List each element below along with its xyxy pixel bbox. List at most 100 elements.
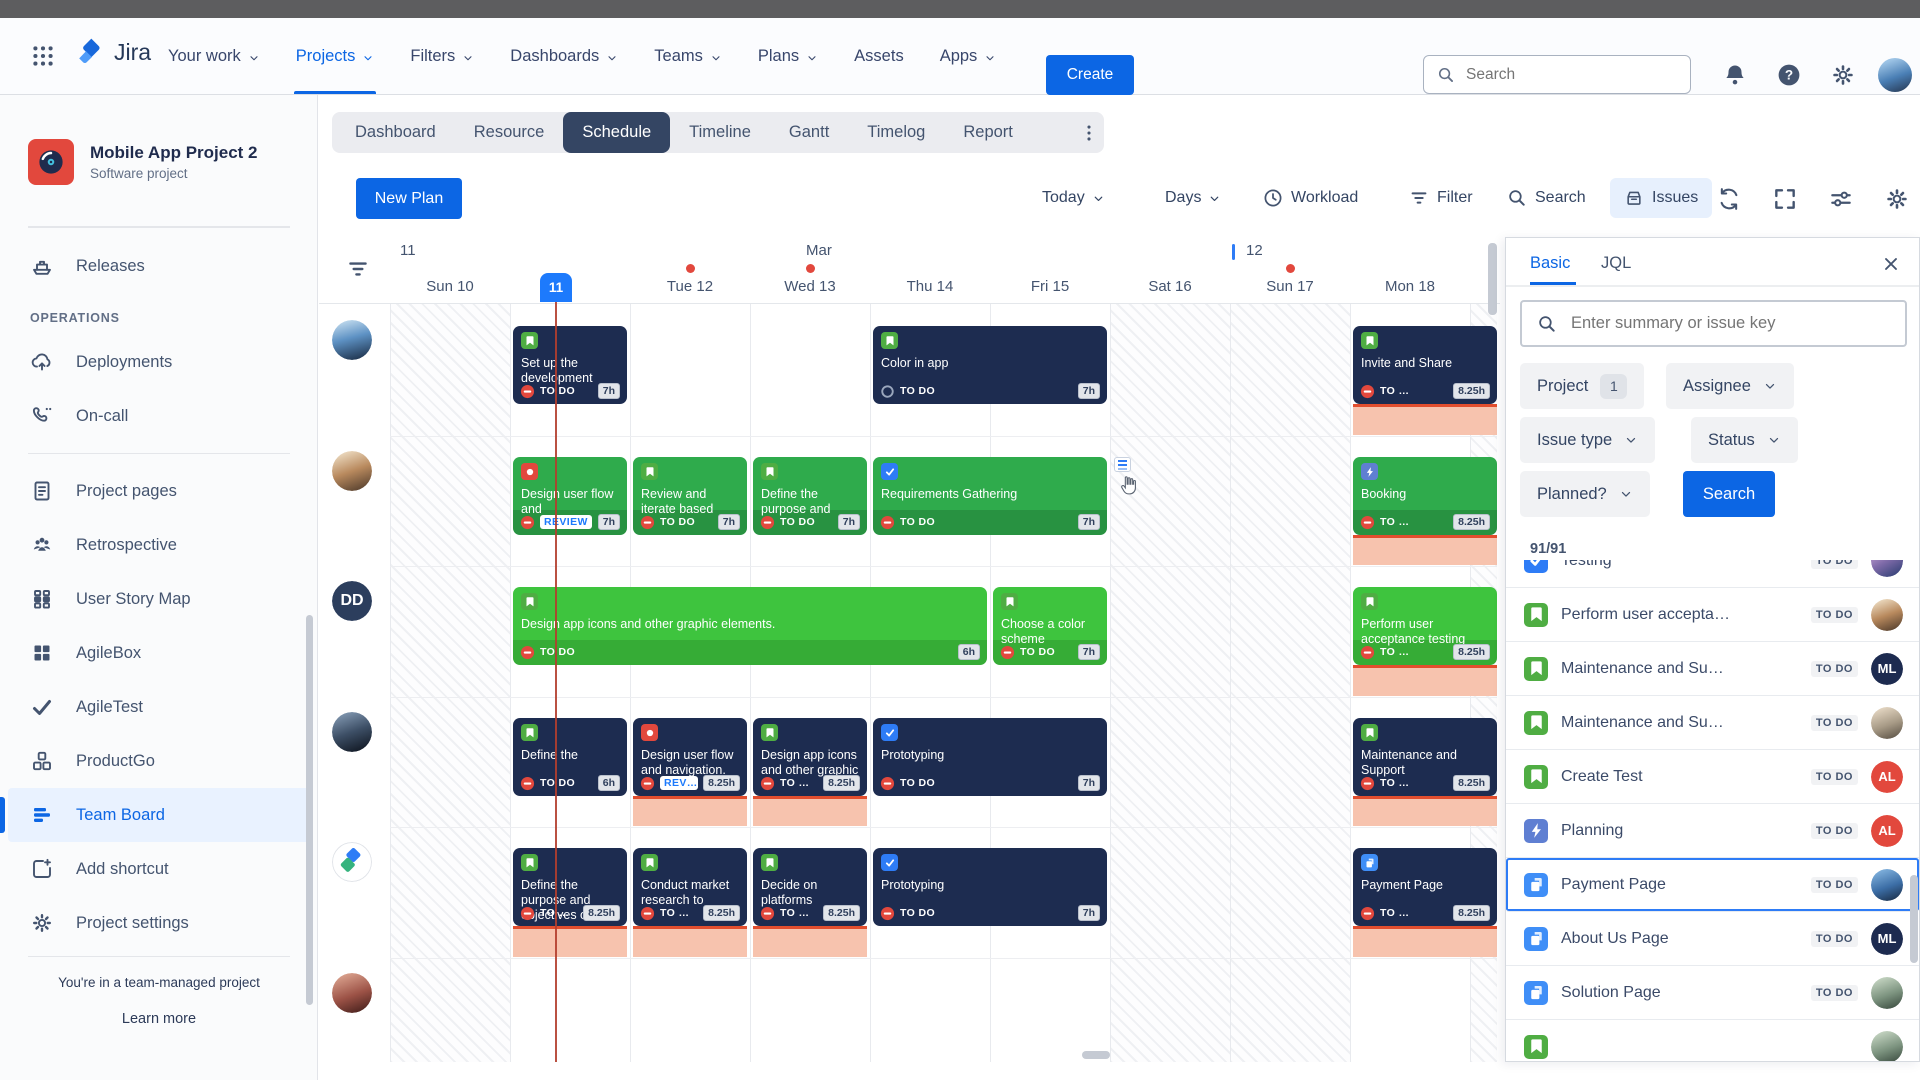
sidebar-item-agilebox[interactable]: AgileBox (8, 626, 310, 680)
row-filter-icon[interactable] (345, 256, 371, 282)
schedule-card[interactable]: Choose a color scheme TO DO 7h (993, 587, 1107, 665)
schedule-card[interactable]: Booking TO … 8.25h (1353, 457, 1497, 535)
view-settings-sliders-icon[interactable] (1828, 186, 1854, 212)
panel-search-button[interactable]: Search (1683, 471, 1775, 517)
nav-item-apps[interactable]: Apps (940, 18, 997, 94)
issue-row-planning[interactable]: Planning TO DO AL (1506, 804, 1919, 858)
schedule-search-button[interactable]: Search (1506, 183, 1586, 213)
nav-item-assets[interactable]: Assets (854, 18, 904, 94)
notifications-bell-icon[interactable] (1722, 62, 1748, 88)
filter-chip-project[interactable]: Project 1 (1520, 363, 1645, 409)
app-switcher-icon[interactable] (30, 43, 56, 69)
sidebar-item-agiletest[interactable]: AgileTest (8, 680, 310, 734)
schedule-card[interactable]: Design user flow and navigation. REV… 8.… (633, 718, 747, 796)
schedule-card[interactable]: Conduct market research to TO … 8.25h (633, 848, 747, 926)
more-tabs-icon[interactable] (1078, 122, 1100, 144)
sidebar-item-on-call[interactable]: On-call (8, 389, 310, 443)
issue-row-partial[interactable] (1506, 1020, 1919, 1061)
schedule-card[interactable]: Define the TO DO 6h (513, 718, 627, 796)
sidebar-item-productgo[interactable]: ProductGo (8, 734, 310, 788)
tab-report[interactable]: Report (963, 123, 1013, 141)
nav-item-projects[interactable]: Projects (293, 18, 376, 94)
nav-item-filters[interactable]: Filters (410, 18, 474, 94)
issue-list-scrollbar[interactable] (1910, 875, 1918, 963)
tab-timelog[interactable]: Timelog (867, 123, 926, 141)
filter-button[interactable]: Filter (1408, 183, 1473, 213)
schedule-card[interactable]: Prototyping TO DO 7h (873, 718, 1107, 796)
schedule-card[interactable]: Set up the development TO DO 7h (513, 326, 627, 404)
day-label[interactable]: Sat 16 (1148, 278, 1192, 295)
fullscreen-icon[interactable] (1772, 186, 1798, 212)
nav-item-plans[interactable]: Plans (758, 18, 818, 94)
sidebar-item-team-board[interactable]: Team Board (0, 788, 310, 842)
user-avatar[interactable] (1878, 58, 1912, 92)
sidebar-item-retrospective[interactable]: Retrospective (8, 518, 310, 572)
day-label[interactable]: Fri 15 (1030, 278, 1070, 295)
sidebar-item-project-pages[interactable]: Project pages (8, 464, 310, 518)
issues-panel-toggle[interactable]: Issues (1610, 178, 1713, 218)
schedule-card[interactable]: Maintenance and Support TO … 8.25h (1353, 718, 1497, 796)
issue-row-testing[interactable]: Testing TO DO (1506, 560, 1919, 588)
filter-chip-assignee[interactable]: Assignee (1666, 363, 1794, 409)
granularity-dropdown[interactable]: Days (1165, 183, 1221, 213)
issue-row-payment-page[interactable]: Payment Page TO DO (1506, 858, 1919, 912)
jira-logo[interactable]: Jira (74, 36, 151, 68)
schedule-card[interactable]: Requirements Gathering TO DO 7h (873, 457, 1107, 535)
day-label[interactable]: Thu 14 (906, 278, 954, 295)
day-label[interactable]: Sun 10 (426, 278, 474, 295)
issue-row-about-us-page[interactable]: About Us Page TO DO ML (1506, 912, 1919, 966)
global-search-input[interactable] (1466, 65, 1656, 84)
today-dropdown[interactable]: Today (1042, 183, 1105, 213)
settings-gear-icon[interactable] (1830, 62, 1856, 88)
day-label[interactable]: Sun 17 (1266, 278, 1314, 295)
schedule-card[interactable]: Define the purpose and objectives of TO … (513, 848, 627, 926)
schedule-card[interactable]: Define the purpose and TO DO 7h (753, 457, 867, 535)
schedule-horizontal-scrollbar[interactable] (1082, 1051, 1110, 1059)
workload-toggle[interactable]: Workload (1262, 183, 1358, 213)
schedule-settings-gear-icon[interactable] (1884, 186, 1910, 212)
issue-row-create-test[interactable]: Create Test TO DO AL (1506, 750, 1919, 804)
schedule-card[interactable]: Invite and Share TO … 8.25h (1353, 326, 1497, 404)
filter-chip-planned-[interactable]: Planned? (1520, 471, 1650, 517)
issue-row-maintenance-and-su[interactable]: Maintenance and Su… TO DO (1506, 696, 1919, 750)
schedule-card[interactable]: Review and iterate based TO DO 7h (633, 457, 747, 535)
issue-row-solution-page[interactable]: Solution Page TO DO (1506, 966, 1919, 1020)
tab-resource[interactable]: Resource (473, 123, 545, 141)
sidebar-item-releases[interactable]: Releases (8, 239, 310, 293)
learn-more-link[interactable]: Learn more (121, 1011, 197, 1027)
schedule-card[interactable]: Design app icons and other graphic eleme… (513, 587, 987, 665)
new-plan-button[interactable]: New Plan (356, 178, 462, 219)
tab-timeline[interactable]: Timeline (689, 123, 751, 141)
day-label[interactable]: Mon 18 (1384, 278, 1436, 295)
schedule-card[interactable]: Color in app TO DO 7h (873, 326, 1107, 404)
filter-chip-issue-type[interactable]: Issue type (1520, 417, 1656, 463)
schedule-vertical-scrollbar[interactable] (1488, 243, 1497, 315)
close-icon[interactable] (1881, 254, 1901, 274)
sidebar-scrollbar[interactable] (306, 615, 313, 1005)
schedule-card[interactable]: Prototyping TO DO 7h (873, 848, 1107, 926)
refresh-icon[interactable] (1716, 186, 1742, 212)
schedule-card[interactable]: Design user flow and REVIEW 7h (513, 457, 627, 535)
filter-chip-status[interactable]: Status (1691, 417, 1798, 463)
schedule-card[interactable]: Decide on platforms TO … 8.25h (753, 848, 867, 926)
global-search[interactable] (1423, 55, 1691, 94)
issue-row-maintenance-and-su[interactable]: Maintenance and Su… TO DO ML (1506, 642, 1919, 696)
sidebar-item-user-story-map[interactable]: User Story Map (8, 572, 310, 626)
schedule-card[interactable]: Perform user acceptance testing TO … 8.2… (1353, 587, 1497, 665)
help-icon[interactable]: ? (1776, 62, 1802, 88)
issue-search-input[interactable] (1571, 314, 1871, 333)
day-label[interactable]: Tue 12 (666, 278, 714, 295)
tab-dashboard[interactable]: Dashboard (355, 123, 436, 141)
day-label[interactable]: Wed 13 (784, 278, 836, 295)
sidebar-item-project-settings[interactable]: Project settings (8, 896, 310, 950)
tab-schedule[interactable]: Schedule (563, 112, 671, 153)
sidebar-item-deployments[interactable]: Deployments (8, 335, 310, 389)
nav-item-your-work[interactable]: Your work (168, 18, 260, 94)
nav-item-teams[interactable]: Teams (654, 18, 722, 94)
tab-gantt[interactable]: Gantt (788, 123, 830, 141)
schedule-card[interactable]: Design app icons and other graphic TO … … (753, 718, 867, 796)
sidebar-item-add-shortcut[interactable]: Add shortcut (8, 842, 310, 896)
nav-item-dashboards[interactable]: Dashboards (510, 18, 618, 94)
issue-row-perform-user-accepta[interactable]: Perform user accepta… TO DO (1506, 588, 1919, 642)
tab-jql[interactable]: JQL (1601, 254, 1632, 272)
